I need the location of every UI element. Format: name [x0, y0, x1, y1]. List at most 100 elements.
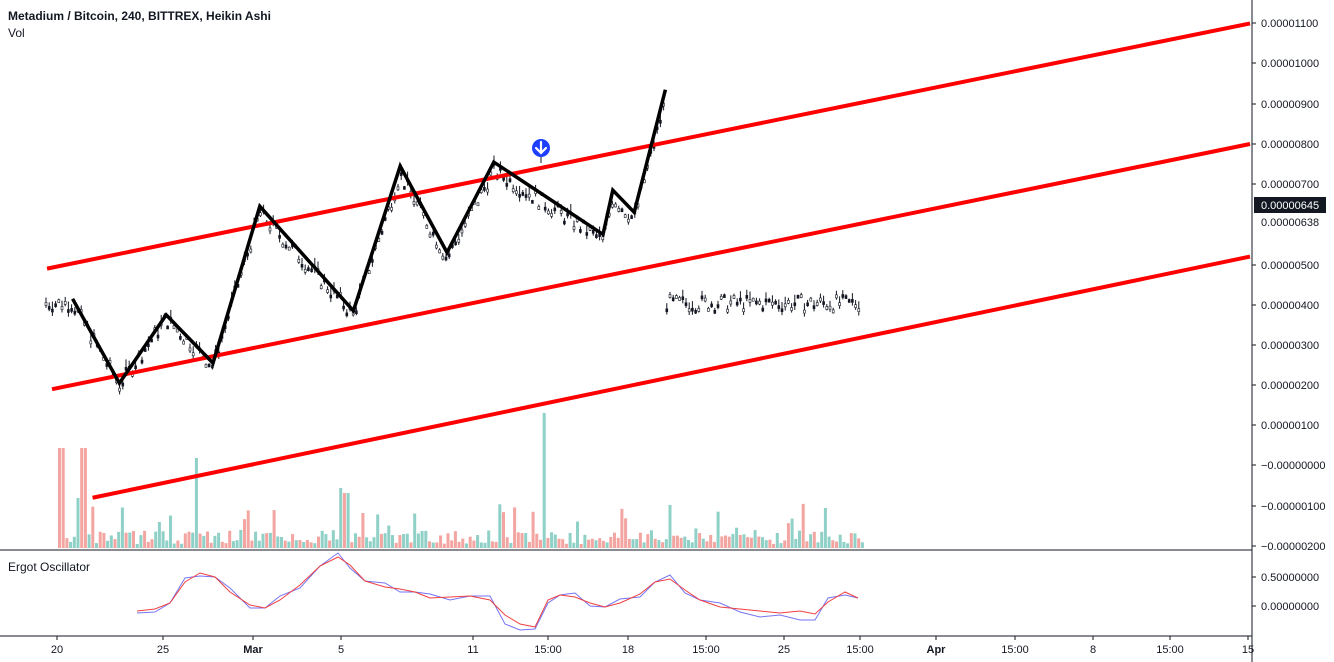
- candle-body: [684, 302, 688, 307]
- candle-body: [687, 308, 691, 313]
- candle-body: [796, 295, 800, 299]
- volume-bar: [690, 542, 694, 548]
- candle-body: [524, 194, 528, 198]
- volume-bar: [220, 541, 224, 548]
- price-tick-label: −0.00000000: [1261, 460, 1326, 472]
- volume-bar: [727, 536, 731, 548]
- volume-bar: [505, 537, 509, 548]
- volume-bar: [823, 508, 827, 548]
- time-tick-label: 11: [467, 644, 478, 656]
- volume-bar: [801, 503, 805, 548]
- candle-body: [303, 269, 307, 273]
- volume-bar: [542, 413, 546, 548]
- candle-body: [681, 296, 685, 301]
- candle-body: [447, 253, 451, 258]
- candle-body: [70, 308, 73, 312]
- candle-body: [428, 233, 432, 238]
- candle-body: [671, 297, 675, 301]
- volume-bar: [446, 533, 450, 548]
- volume-bar: [720, 536, 724, 548]
- volume-bar: [402, 533, 406, 548]
- volume-bar: [683, 536, 687, 548]
- candle-body: [371, 259, 374, 263]
- candle-body: [713, 309, 717, 314]
- volume-bar: [516, 532, 520, 548]
- volume-bar: [472, 540, 476, 548]
- candle-body: [851, 299, 854, 303]
- candle-body: [771, 301, 774, 306]
- volume-bar: [709, 534, 713, 548]
- volume-bar: [342, 493, 346, 548]
- volume-bar: [405, 533, 409, 548]
- candle-body: [854, 304, 857, 308]
- volume-bar: [139, 535, 143, 548]
- candle-body: [367, 270, 371, 275]
- candle-body: [739, 297, 742, 302]
- volume-bar: [679, 537, 683, 548]
- time-tick-label: 25: [778, 644, 790, 656]
- candle-body: [300, 263, 304, 268]
- volume-bar: [328, 540, 332, 548]
- time-tick-label: 15:00: [534, 644, 562, 656]
- time-tick-label: 8: [1090, 644, 1096, 656]
- volume-bar: [339, 488, 343, 548]
- volume-bar: [331, 530, 335, 548]
- volume-bar: [439, 535, 443, 548]
- volume-bar: [557, 538, 561, 548]
- volume-bar: [228, 530, 232, 548]
- volume-bar: [594, 540, 598, 548]
- candle-body: [390, 207, 393, 211]
- candle-body: [659, 119, 662, 124]
- candle-body: [617, 208, 621, 212]
- oscillator-slow-line: [136, 556, 859, 628]
- volume-bar: [309, 542, 313, 548]
- volume-bar: [498, 504, 502, 548]
- candle-body: [831, 309, 835, 314]
- volume-bar: [527, 541, 531, 548]
- volume-bar: [775, 532, 779, 548]
- candle-body: [396, 186, 400, 191]
- candle-body: [476, 202, 480, 207]
- signal-marker[interactable]: [532, 139, 550, 163]
- candle-body: [777, 305, 781, 309]
- volume-bar: [764, 540, 768, 548]
- candle-body: [60, 306, 64, 310]
- osc-tick-label: 0.50000000: [1261, 572, 1319, 584]
- volume-bar: [180, 543, 184, 548]
- candle-body: [790, 307, 793, 311]
- candle-body: [249, 248, 253, 253]
- volume-bar: [535, 533, 539, 548]
- volume-bar: [287, 541, 291, 548]
- zigzag-line: [71, 89, 668, 387]
- volume-bar: [509, 542, 513, 548]
- volume-bar: [213, 535, 217, 548]
- volume-bar: [198, 533, 202, 548]
- candle-body: [515, 190, 518, 195]
- time-tick-label: Apr: [927, 644, 947, 656]
- volume-bar: [735, 527, 739, 548]
- volume-bar: [705, 541, 709, 548]
- volume-bar: [635, 539, 639, 548]
- candle-body: [518, 193, 521, 198]
- time-tick-label: 15:00: [692, 644, 720, 656]
- volume-bar: [786, 523, 790, 548]
- candle-body: [278, 235, 281, 239]
- volume-bar: [435, 542, 439, 548]
- candle-body: [595, 234, 598, 238]
- volume-bar: [176, 540, 180, 548]
- candle-body: [579, 229, 582, 233]
- candle-body: [425, 225, 429, 229]
- volume-bar: [183, 533, 187, 548]
- volume-bar: [209, 542, 213, 548]
- volume-bar: [783, 540, 787, 548]
- upper-channel-line: [46, 21, 1251, 271]
- volume-bar: [742, 534, 746, 548]
- chart-title: Metadium / Bitcoin, 240, BITTREX, Heikin…: [8, 9, 271, 23]
- time-tick-label: 18: [622, 644, 634, 656]
- volume-bar: [420, 531, 424, 548]
- volume-bar: [531, 511, 535, 548]
- candle-body: [774, 300, 777, 305]
- price-tick-label: 0.00000700: [1261, 179, 1319, 191]
- price-tick-label: 0.00001100: [1261, 18, 1318, 30]
